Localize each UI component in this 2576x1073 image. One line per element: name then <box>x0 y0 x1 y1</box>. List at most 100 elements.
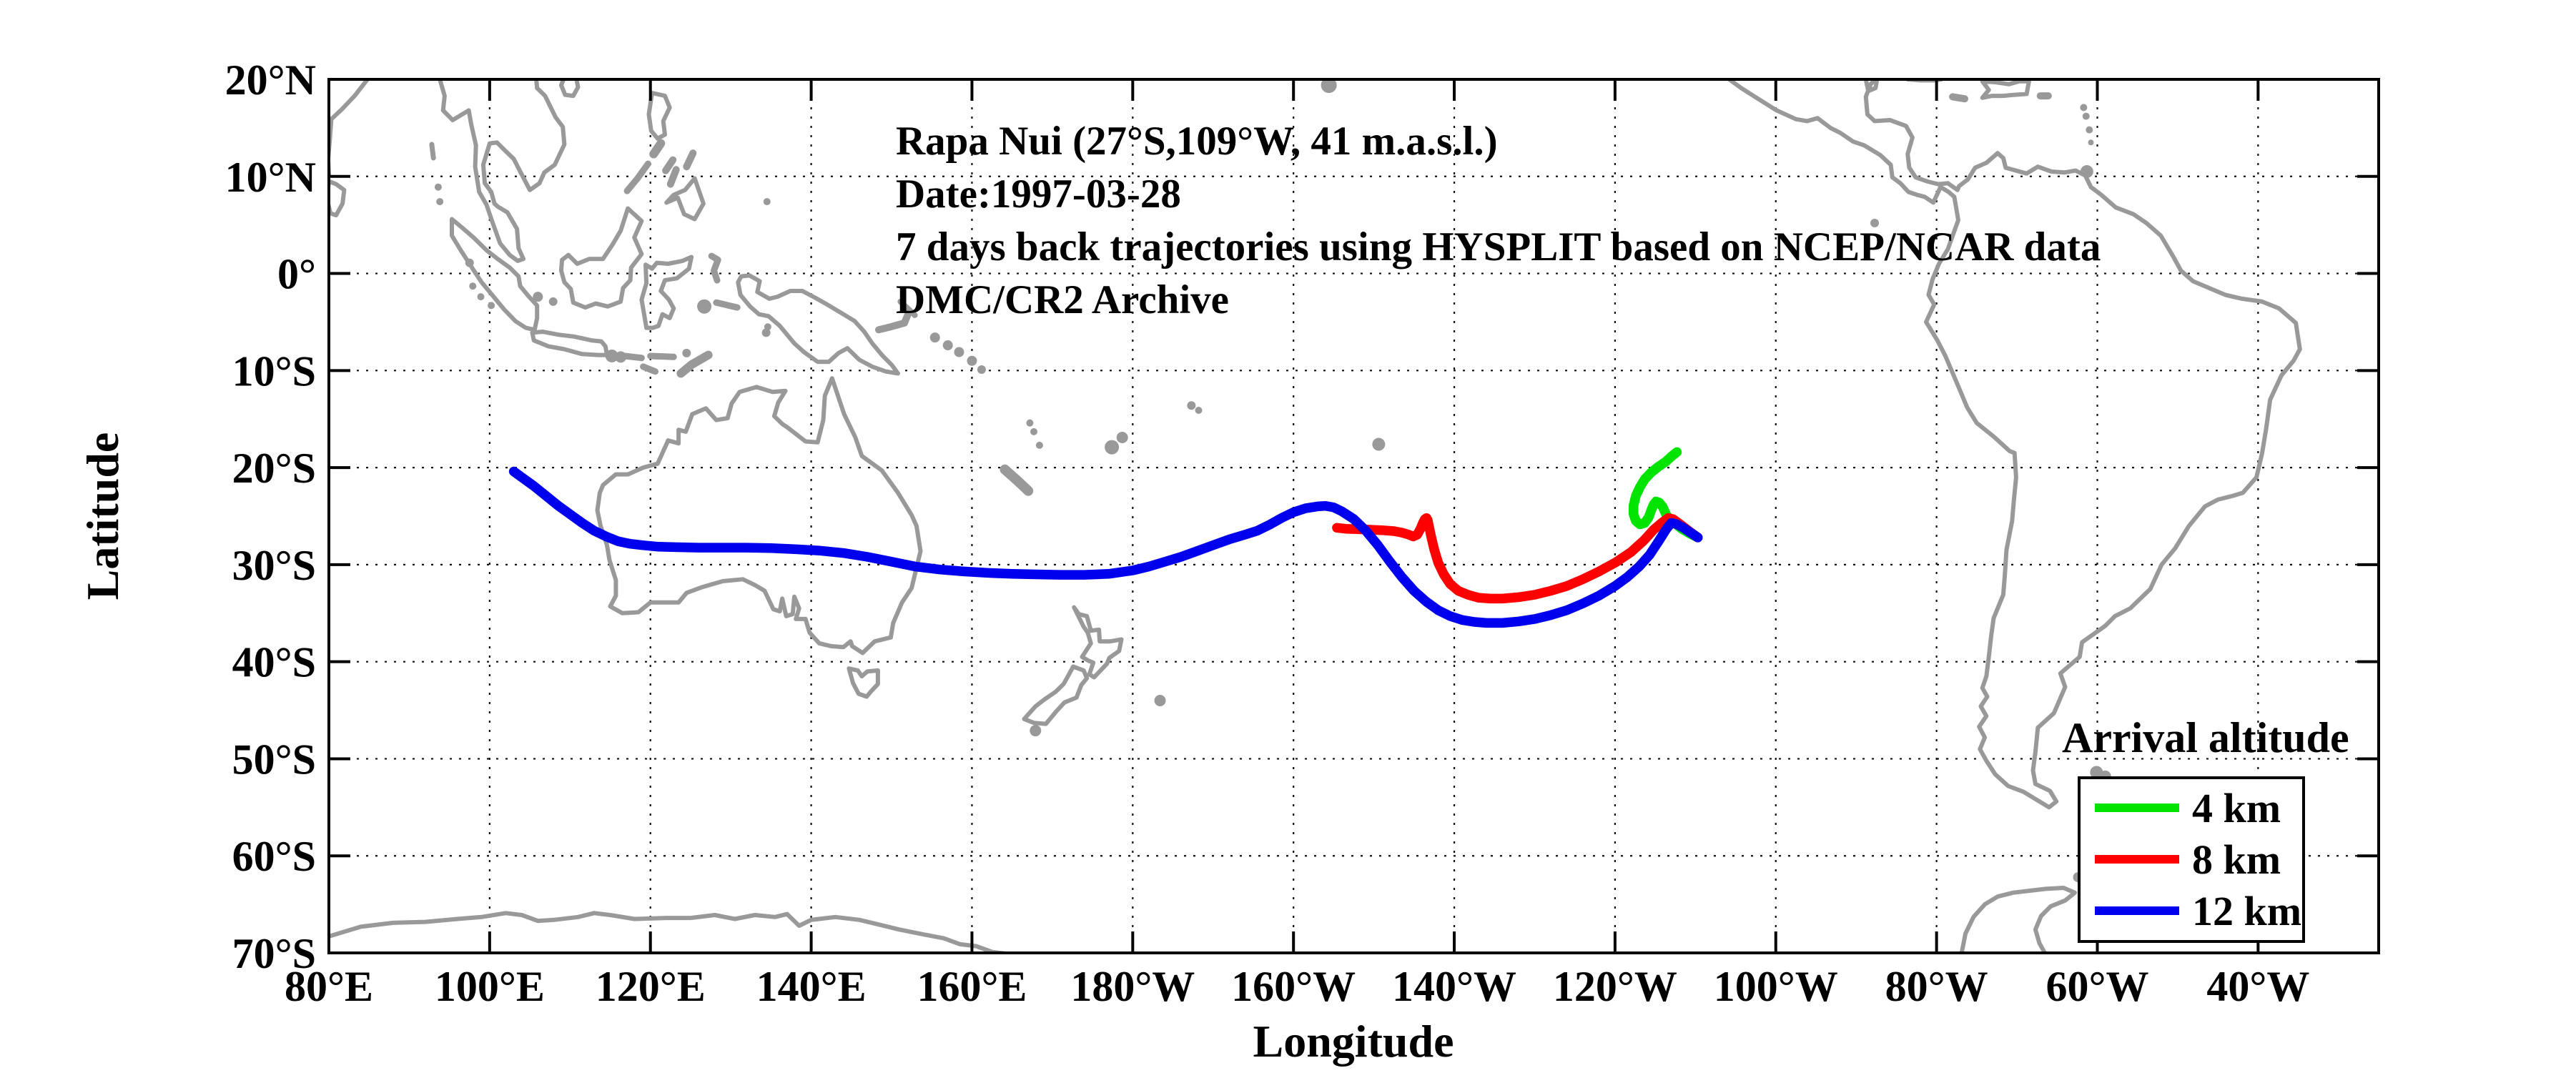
x-tick-label: 120°W <box>1553 963 1677 1010</box>
coastline-mindoro <box>649 139 666 159</box>
coastline-negros <box>666 166 680 188</box>
island-mentawai-1 <box>469 282 477 290</box>
coastline-se-asia-mainland <box>438 79 567 263</box>
coastline-new-ireland <box>897 298 918 318</box>
coastline-samar <box>683 149 697 171</box>
coastline-jamaica <box>1949 93 1968 103</box>
coastline-antarctic-peninsula <box>1959 886 2077 953</box>
coastline-tasmania <box>847 666 880 699</box>
island-bangka <box>533 292 543 302</box>
island-solomons-5 <box>977 365 986 374</box>
legend-label-8-km: 8 km <box>2192 836 2281 883</box>
title-line-date: Date:1997-03-28 <box>896 172 1181 217</box>
island-vanuatu-3 <box>1035 441 1043 449</box>
coastline-mindanao <box>664 176 706 222</box>
coastline-panay <box>662 156 677 174</box>
island-mentawai-3 <box>488 302 495 310</box>
island-fiji-viti-levu <box>1105 440 1120 455</box>
coastline-india-east-coast <box>329 79 370 177</box>
y-tick-label: 30°S <box>232 542 316 589</box>
coastline-andaman-islands <box>429 142 436 161</box>
coastline-new-guinea <box>736 273 900 376</box>
island-bali <box>605 349 618 362</box>
x-tick-label: 100°W <box>1714 963 1838 1010</box>
title-block: Rapa Nui (27°S,109°W, 41 m.a.s.l.) Date:… <box>896 119 2101 322</box>
x-tick-label: 60°W <box>2045 963 2148 1010</box>
coastline-seram <box>713 299 741 311</box>
island-alor <box>682 348 691 357</box>
coastline-new-zealand-south-island <box>1022 664 1090 726</box>
island-chatham-island <box>1154 694 1166 706</box>
x-tick-label: 120°E <box>596 963 706 1010</box>
coastline-sumatra <box>450 217 540 332</box>
coastline-new-caledonia <box>1000 464 1034 496</box>
island-vanuatu-2 <box>1030 427 1038 435</box>
coastline-sumba <box>640 363 658 375</box>
x-axis-title: Longitude <box>1253 1016 1454 1067</box>
coastline-timor <box>676 350 713 378</box>
x-tick-label: 100°E <box>435 963 545 1010</box>
coastline-palawan <box>623 160 651 194</box>
y-tick-label: 70°S <box>232 930 316 977</box>
island-samoa-1 <box>1187 401 1196 410</box>
island-stewart-island <box>1030 725 1042 737</box>
coastline-sumbawa <box>621 352 645 362</box>
coastline-flores <box>647 352 677 360</box>
island-nias <box>465 258 474 267</box>
y-tick-label: 10°N <box>225 154 316 201</box>
island-trinidad <box>2080 164 2093 178</box>
x-tick-label: 140°W <box>1392 963 1516 1010</box>
tick-labels: 80°E 100°E 120°E 140°E 160°E 180°W 160°W 140°W 1… <box>225 56 2310 1010</box>
y-tick-label: 40°S <box>232 639 316 686</box>
y-tick-label: 20°S <box>232 445 316 492</box>
coastline-americas-pacific-and-atlantic-coast <box>1727 79 2302 810</box>
x-tick-label: 40°W <box>2206 963 2309 1010</box>
coastline-hainan <box>558 79 581 99</box>
coastline-luzon <box>646 91 672 141</box>
island-nicobar-1 <box>434 183 442 191</box>
legend-label-12-km: 12 km <box>2192 888 2301 934</box>
legend-title: Arrival altitude <box>2062 714 2349 761</box>
coastline-antarctica-east-coast <box>329 911 1012 953</box>
y-tick-label: 10°S <box>232 347 316 395</box>
island-kai-aru-1 <box>761 328 771 337</box>
island-solomons-4 <box>967 355 977 366</box>
island-cocos-island <box>1870 218 1880 227</box>
y-tick-label: 0° <box>277 251 316 298</box>
x-tick-label: 80°W <box>1885 963 1988 1010</box>
x-tick-label: 80°E <box>285 963 373 1010</box>
title-line-archive: DMC/CR2 Archive <box>896 277 1229 322</box>
coastline-sri-lanka <box>329 179 347 218</box>
legend-label-4-km: 4 km <box>2192 785 2281 831</box>
y-tick-label: 50°S <box>232 736 316 783</box>
island-belitung <box>548 297 558 306</box>
island-solomons-2 <box>942 340 953 351</box>
island-kai-aru-2 <box>764 323 771 331</box>
coastline-borneo <box>558 206 644 310</box>
trajectory-lines <box>508 447 1703 628</box>
island-lesser-antilles-2 <box>2082 112 2090 120</box>
island-fiji-vanua-levu <box>1116 432 1128 444</box>
coastline-halmahera <box>708 252 721 284</box>
x-tick-label: 160°W <box>1231 963 1356 1010</box>
x-tick-label: 140°E <box>756 963 867 1010</box>
axes-frame <box>327 78 2380 954</box>
y-tick-label: 20°N <box>225 56 316 104</box>
island-samoa-2 <box>1195 407 1203 415</box>
coastline-hispaniola <box>1980 79 2031 100</box>
island-lesser-antilles-3 <box>2086 126 2093 134</box>
island-lesser-antilles-1 <box>2080 104 2088 112</box>
x-tick-label: 160°E <box>917 963 1027 1010</box>
coastline-yucatan <box>1863 79 1880 94</box>
x-tick-label: 180°W <box>1070 963 1195 1010</box>
trajectory-8-km-arrival-altitude <box>1332 513 1703 604</box>
island-lombok <box>615 351 627 363</box>
grid-lines <box>329 79 2379 953</box>
title-line-description: 7 days back trajectories using HYSPLIT b… <box>896 224 2101 270</box>
island-tahiti <box>1372 437 1386 451</box>
trajectory-12-km-arrival-altitude <box>508 466 1703 628</box>
y-axis-title: Latitude <box>77 432 128 600</box>
island-vanuatu-1 <box>1026 419 1034 427</box>
coastline-sulawesi <box>639 254 694 330</box>
